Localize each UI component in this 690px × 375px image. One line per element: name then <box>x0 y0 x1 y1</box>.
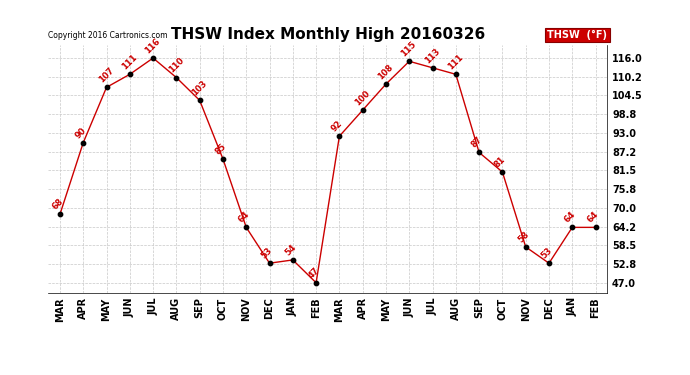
Text: 64: 64 <box>586 210 600 225</box>
Text: 53: 53 <box>260 246 275 260</box>
Point <box>357 107 368 113</box>
Point <box>217 156 228 162</box>
Point <box>520 244 531 250</box>
Point <box>101 84 112 90</box>
Point <box>148 55 159 61</box>
Point <box>194 98 205 104</box>
Point <box>241 224 252 230</box>
Text: 54: 54 <box>283 243 298 257</box>
Point <box>264 260 275 266</box>
Text: 87: 87 <box>469 135 484 150</box>
Point <box>124 71 135 77</box>
Title: THSW Index Monthly High 20160326: THSW Index Monthly High 20160326 <box>170 27 485 42</box>
Text: THSW  (°F): THSW (°F) <box>547 30 607 40</box>
Text: 64: 64 <box>562 210 578 225</box>
Point <box>473 150 484 156</box>
Text: 100: 100 <box>353 89 372 107</box>
Text: 85: 85 <box>213 142 228 156</box>
Text: 58: 58 <box>516 230 531 244</box>
Text: Copyright 2016 Cartronics.com: Copyright 2016 Cartronics.com <box>48 31 168 40</box>
Text: 81: 81 <box>493 154 507 169</box>
Point <box>404 58 415 64</box>
Point <box>544 260 555 266</box>
Text: 116: 116 <box>144 36 162 55</box>
Point <box>497 169 508 175</box>
Point <box>171 75 182 81</box>
Point <box>78 140 89 146</box>
Point <box>310 280 322 286</box>
Point <box>380 81 391 87</box>
Text: 103: 103 <box>190 79 208 98</box>
Text: 92: 92 <box>330 119 344 134</box>
Point <box>451 71 462 77</box>
Text: 111: 111 <box>446 53 465 72</box>
Text: 108: 108 <box>376 63 395 81</box>
Text: 111: 111 <box>120 53 139 72</box>
Point <box>334 133 345 139</box>
Point <box>55 211 66 217</box>
Text: 90: 90 <box>74 125 88 140</box>
Point <box>566 224 578 230</box>
Point <box>590 224 601 230</box>
Text: 110: 110 <box>167 56 186 75</box>
Text: 53: 53 <box>540 246 554 260</box>
Text: 64: 64 <box>237 210 251 225</box>
Text: 47: 47 <box>306 266 321 280</box>
Text: 68: 68 <box>50 197 65 211</box>
Text: 115: 115 <box>400 40 418 58</box>
Text: 107: 107 <box>97 66 115 84</box>
Point <box>427 65 438 71</box>
Point <box>287 257 298 263</box>
Text: 113: 113 <box>423 46 442 65</box>
